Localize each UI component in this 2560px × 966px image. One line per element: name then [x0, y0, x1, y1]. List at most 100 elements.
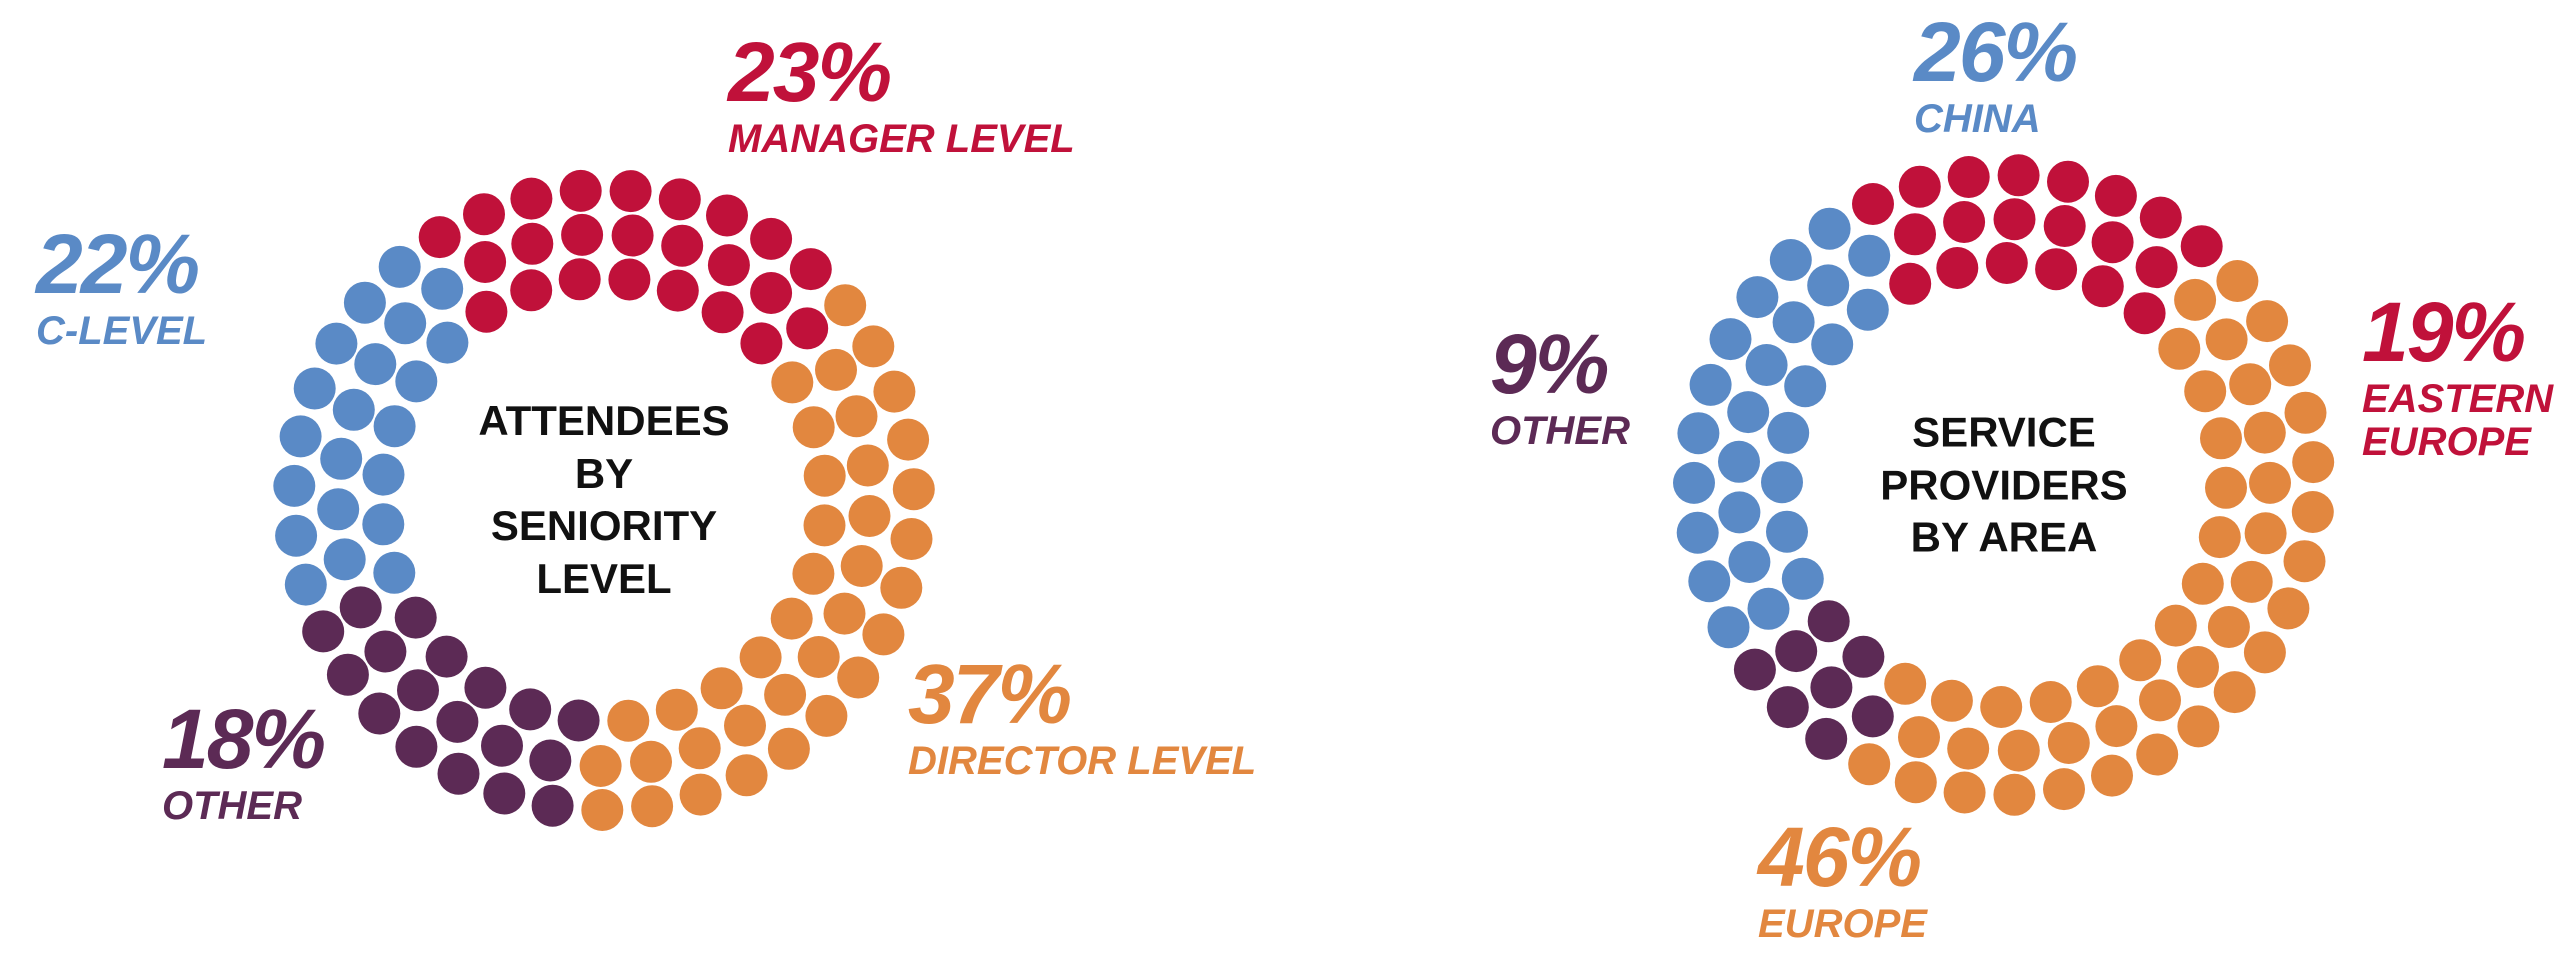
- chart1-dot-manager-level: [789, 248, 832, 291]
- chart1-dot-director-level: [880, 566, 923, 609]
- chart2-dot-eastern-europe: [1993, 198, 2036, 241]
- chart1-dot-director-level: [824, 284, 867, 327]
- chart1-dot-director-level: [679, 773, 722, 816]
- chart2-dot-china: [1718, 491, 1761, 534]
- chart2-dot-eastern-europe: [1947, 156, 1990, 198]
- chart1-dot-manager-level: [661, 224, 704, 267]
- chart1-dot-director-level: [823, 592, 866, 635]
- chart1-director-pct: 37%: [908, 647, 1072, 741]
- chart1-label-director: 37% DIRECTOR LEVEL: [908, 652, 1256, 783]
- chart2-dot-china: [1673, 461, 1715, 504]
- chart1-dot-director-level: [890, 518, 933, 560]
- chart2-dot-other: [1775, 630, 1818, 673]
- chart2-dot-china: [1811, 323, 1854, 366]
- chart2-dot-europe: [2154, 604, 2197, 647]
- chart1-dot-other: [481, 724, 523, 767]
- chart2-dot-eastern-europe: [2035, 248, 2078, 291]
- chart2-dot-eastern-europe: [1985, 242, 2028, 284]
- chart1-dot-manager-level: [608, 258, 651, 301]
- chart1-dot-director-level: [835, 395, 878, 438]
- chart2-europe-name: EUROPE: [1758, 902, 1927, 946]
- chart1-dot-manager-level: [611, 214, 654, 257]
- chart2-dot-china: [1747, 587, 1790, 630]
- chart2-dot-china: [1766, 510, 1808, 553]
- chart1-dot-manager-level: [609, 170, 652, 213]
- chart1-dot-other: [437, 752, 480, 795]
- chart1-dot-manager-level: [740, 322, 783, 365]
- chart2-dot-china: [1784, 365, 1827, 408]
- chart1-dot-director-level: [862, 613, 905, 656]
- chart1-dot-manager-level: [707, 244, 750, 287]
- chart2-dot-europe: [2267, 587, 2310, 630]
- chart1-other-name: OTHER: [162, 784, 302, 828]
- chart1-manager-pct: 23%: [728, 25, 892, 119]
- chart2-dot-eastern-europe: [2139, 196, 2182, 239]
- chart1-dot-director-level: [803, 454, 846, 497]
- chart2-dot-europe: [2246, 300, 2289, 343]
- chart2-dot-eastern-europe: [1852, 183, 1894, 225]
- chart1-dot-director-level: [630, 740, 672, 783]
- chart1-dot-director-level: [873, 370, 916, 413]
- chart1-dot-director-level: [579, 745, 622, 787]
- chart2-dot-europe: [2076, 665, 2119, 708]
- chart2-dot-europe: [1898, 716, 1940, 759]
- chart1-dot-other: [557, 699, 600, 742]
- chart1-dot-director-level: [848, 495, 891, 537]
- chart2-dot-china: [1727, 391, 1770, 434]
- chart1-dot-other: [395, 725, 438, 768]
- chart2-label-europe: 46% EUROPE: [1758, 815, 1927, 946]
- chart1-label-other: 18% OTHER: [162, 697, 326, 828]
- chart2-dot-europe: [1930, 679, 1973, 722]
- chart1-dot-director-level: [724, 704, 766, 747]
- chart2-dot-china: [1689, 363, 1732, 406]
- chart2-dot-europe: [2029, 681, 2072, 723]
- chart1-dot-manager-level: [658, 178, 701, 221]
- chart2-dot-europe: [2198, 516, 2241, 559]
- chart1-dot-c-level: [373, 405, 416, 448]
- chart2-other-pct: 9%: [1490, 317, 1609, 411]
- chart1-dot-director-level: [892, 468, 935, 511]
- chart2-dot-other: [1766, 686, 1809, 729]
- chart2-dot-europe: [1980, 686, 2023, 728]
- chart1-clevel-pct: 22%: [36, 217, 200, 311]
- chart2-eastern-europe-pct: 19%: [2362, 285, 2526, 379]
- chart2-dot-europe: [2205, 318, 2248, 361]
- chart2-dot-europe: [1993, 773, 2036, 816]
- chart1-dot-manager-level: [656, 269, 699, 312]
- chart1-dot-c-level: [343, 281, 386, 324]
- chart2-dot-eastern-europe: [1943, 201, 1986, 243]
- chart1-dot-manager-level: [464, 241, 507, 283]
- chart2-dot-europe: [1884, 662, 1927, 705]
- chart2-dot-china: [1728, 541, 1771, 583]
- chart1-dot-other: [529, 739, 572, 782]
- chart2-dot-china: [1761, 461, 1803, 504]
- chart2-dot-europe: [2139, 679, 2181, 722]
- chart1-dot-other: [326, 653, 369, 696]
- chart2-dot-europe: [2292, 441, 2335, 484]
- chart1-dot-director-level: [792, 552, 835, 595]
- chart2-dot-europe: [2269, 344, 2311, 387]
- chart1-dot-c-level: [273, 464, 316, 507]
- chart2-dots: [1673, 154, 2335, 816]
- chart2-label-eastern-europe: 19% EASTERN EUROPE: [2362, 290, 2560, 464]
- chart1-dot-manager-level: [510, 177, 553, 220]
- chart1-dot-director-level: [678, 727, 721, 770]
- chart2-dot-china: [1848, 234, 1891, 277]
- chart2-dot-europe: [1943, 771, 1986, 814]
- chart1-dot-manager-level: [750, 217, 793, 260]
- chart2-other-name: OTHER: [1490, 409, 1630, 453]
- chart2-dot-eastern-europe: [2135, 246, 2178, 289]
- chart1-dot-c-level: [315, 322, 358, 365]
- chart2-dot-europe: [2177, 705, 2220, 748]
- chart2-dot-eastern-europe: [1997, 154, 2040, 197]
- chart1-dot-director-level: [767, 727, 810, 770]
- chart2-dot-europe: [1947, 727, 1990, 770]
- chart2-dot-europe: [2291, 491, 2334, 533]
- chart2-dot-europe: [2244, 512, 2287, 555]
- chart2-dot-europe: [2243, 411, 2286, 454]
- chart2-dot-china: [1709, 318, 1752, 361]
- chart1-dot-manager-level: [786, 307, 829, 350]
- chart2-dot-europe: [2249, 461, 2291, 504]
- chart2-dot-europe: [2091, 754, 2133, 797]
